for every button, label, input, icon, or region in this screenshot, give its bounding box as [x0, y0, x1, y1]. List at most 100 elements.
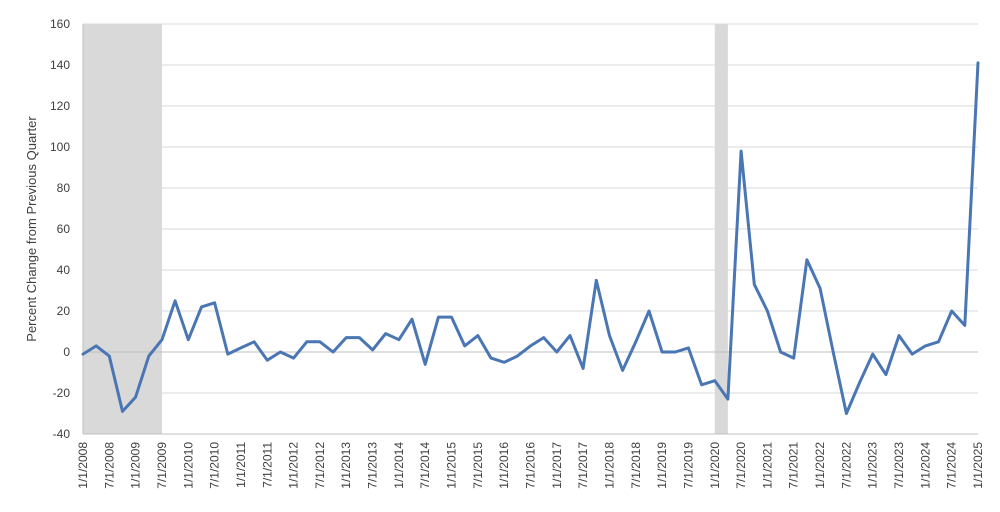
- data-point: [516, 354, 519, 358]
- data-point: [292, 356, 295, 360]
- data-point: [595, 279, 598, 282]
- data-point: [542, 336, 545, 339]
- y-tick-label: 40: [57, 263, 71, 277]
- y-tick-label: 120: [50, 99, 70, 113]
- data-point: [108, 354, 111, 358]
- series-layer: [81, 61, 980, 415]
- gridlines-layer: [83, 23, 978, 435]
- data-point: [529, 344, 532, 348]
- x-tick-label: 1/1/2012: [287, 442, 301, 489]
- data-point: [818, 287, 822, 290]
- data-point: [792, 356, 795, 360]
- data-point: [187, 338, 190, 341]
- x-tick-label: 1/1/2025: [971, 442, 985, 489]
- x-tick-label: 1/1/2022: [813, 442, 827, 489]
- data-point: [358, 336, 361, 339]
- data-point: [463, 344, 466, 348]
- data-point: [963, 324, 967, 327]
- data-point: [884, 373, 888, 376]
- data-point: [318, 340, 322, 343]
- series-line-1: [81, 61, 980, 415]
- y-tick-label: -40: [53, 427, 71, 441]
- x-tick-label: 1/1/2014: [392, 442, 406, 489]
- data-point: [213, 301, 216, 304]
- x-tick-label: 7/1/2020: [734, 442, 748, 489]
- x-tick-label: 7/1/2019: [681, 442, 695, 489]
- x-tick-label: 1/1/2024: [918, 442, 932, 489]
- data-point: [910, 352, 914, 356]
- y-tick-label: 80: [57, 181, 71, 195]
- data-point: [871, 352, 874, 356]
- data-point: [937, 340, 940, 343]
- x-tick-label: 7/1/2022: [839, 442, 853, 489]
- x-tick-label: 7/1/2013: [366, 442, 380, 489]
- x-tick-label: 1/1/2019: [655, 442, 669, 489]
- y-tick-label: 20: [57, 304, 71, 318]
- data-point: [371, 348, 374, 352]
- data-point: [279, 350, 282, 354]
- data-point: [94, 344, 98, 348]
- data-point: [397, 338, 401, 341]
- data-point: [410, 318, 414, 321]
- data-point: [766, 309, 769, 313]
- data-point: [674, 350, 677, 354]
- x-tick-label: 7/1/2008: [102, 442, 116, 489]
- x-tick-label: 7/1/2016: [524, 442, 538, 489]
- x-tick-label: 7/1/2009: [155, 442, 169, 489]
- y-tick-label: 100: [50, 140, 70, 154]
- data-point: [147, 354, 151, 358]
- x-tick-label: 1/1/2011: [234, 442, 248, 488]
- data-point: [252, 340, 256, 343]
- data-point: [437, 315, 440, 319]
- data-point: [331, 350, 335, 354]
- data-point: [134, 395, 137, 399]
- x-tick-label: 1/1/2016: [497, 442, 511, 489]
- x-tick-label: 7/1/2021: [787, 442, 801, 489]
- data-point: [160, 338, 164, 341]
- data-point: [345, 336, 348, 339]
- x-tick-label: 7/1/2010: [208, 442, 222, 489]
- data-point: [200, 305, 203, 309]
- data-point: [726, 397, 730, 401]
- data-point: [489, 356, 493, 360]
- data-point: [621, 369, 624, 372]
- x-tick-label: 1/1/2009: [129, 442, 143, 489]
- data-point: [121, 410, 124, 413]
- data-point: [384, 332, 387, 335]
- x-tick-label: 7/1/2011: [260, 442, 274, 488]
- x-tick-label: 1/1/2015: [445, 442, 459, 489]
- data-point: [805, 258, 809, 261]
- data-point: [266, 359, 269, 362]
- data-point: [924, 344, 927, 348]
- y-tick-label: 160: [50, 17, 70, 31]
- data-point: [568, 334, 572, 337]
- x-tick-label: 7/1/2012: [313, 442, 327, 489]
- y-tick-label: -20: [53, 386, 71, 400]
- data-point: [700, 383, 703, 386]
- data-point: [950, 309, 953, 313]
- data-point: [687, 346, 690, 350]
- x-tick-label: 1/1/2013: [339, 442, 353, 489]
- data-point: [305, 340, 308, 343]
- y-tick-label: 60: [57, 222, 71, 236]
- data-point: [581, 367, 585, 370]
- y-tick-labels: -40 -20 0 20 40 60 80 100 120 140 160: [50, 17, 70, 441]
- x-tick-label: 1/1/2008: [76, 442, 90, 489]
- data-point: [976, 61, 980, 65]
- data-point: [779, 350, 782, 354]
- x-tick-label: 7/1/2015: [471, 442, 485, 489]
- data-point: [845, 412, 848, 415]
- x-tick-label: 7/1/2014: [418, 442, 432, 489]
- data-point: [555, 350, 559, 354]
- x-tick-label: 7/1/2018: [629, 442, 643, 489]
- data-point: [713, 379, 716, 382]
- data-point: [476, 334, 480, 337]
- data-point: [739, 149, 743, 153]
- data-point: [634, 340, 637, 343]
- data-point: [608, 334, 611, 337]
- y-tick-label: 140: [50, 58, 70, 72]
- y-axis-title: Percent Change from Previous Quarter: [24, 116, 39, 342]
- data-point: [858, 381, 861, 384]
